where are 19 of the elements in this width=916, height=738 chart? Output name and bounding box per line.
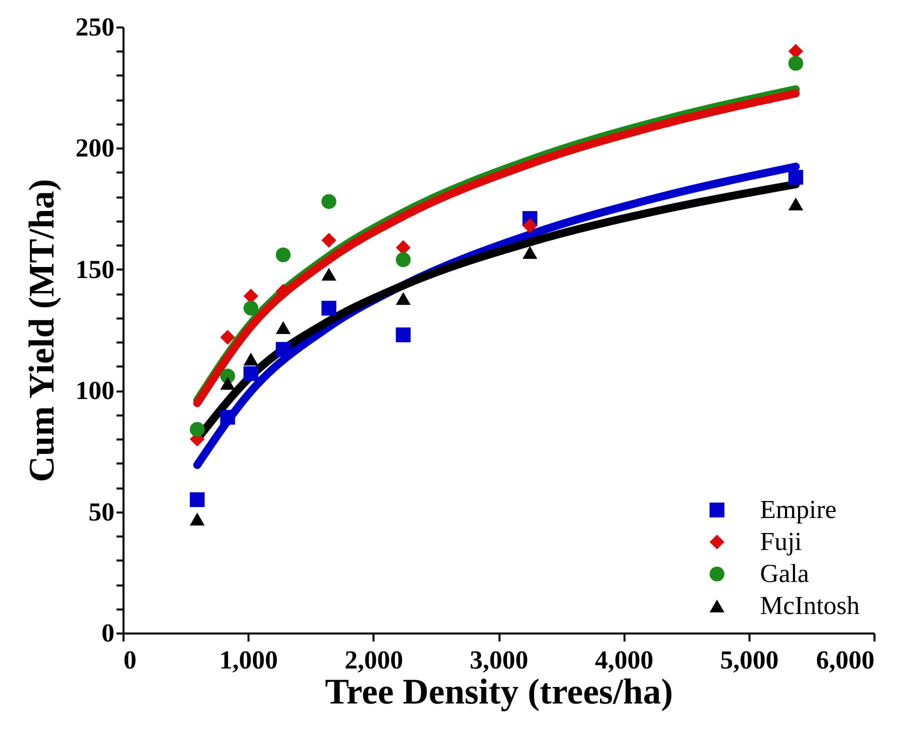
legend-label: Gala [760,559,810,588]
y-tick-label: 50 [88,497,114,526]
legend-label: McIntosh [760,591,860,620]
y-tick-label: 0 [102,618,114,648]
x-axis-title: Tree Density (trees/ha) [325,672,673,712]
y-tick-label: 100 [76,376,114,406]
y-axis-title: Cum Yield (MT/ha) [22,178,62,482]
x-tick-label: 6,000 [816,646,874,674]
x-tick-label: 1,000 [219,646,278,674]
x-tick-label: 0 [124,646,136,674]
x-tick-label: 2,000 [344,646,404,674]
y-tick-label: 200 [76,134,114,163]
x-tick-label: 4,000 [594,646,654,674]
y-tick-label: 250 [76,12,114,42]
legend-label: Fuji [760,527,802,556]
legend-label: Empire [760,495,837,524]
x-tick-label: 3,000 [470,646,528,674]
y-tick-label: 150 [76,254,114,284]
x-tick-label: 5,000 [720,646,779,674]
